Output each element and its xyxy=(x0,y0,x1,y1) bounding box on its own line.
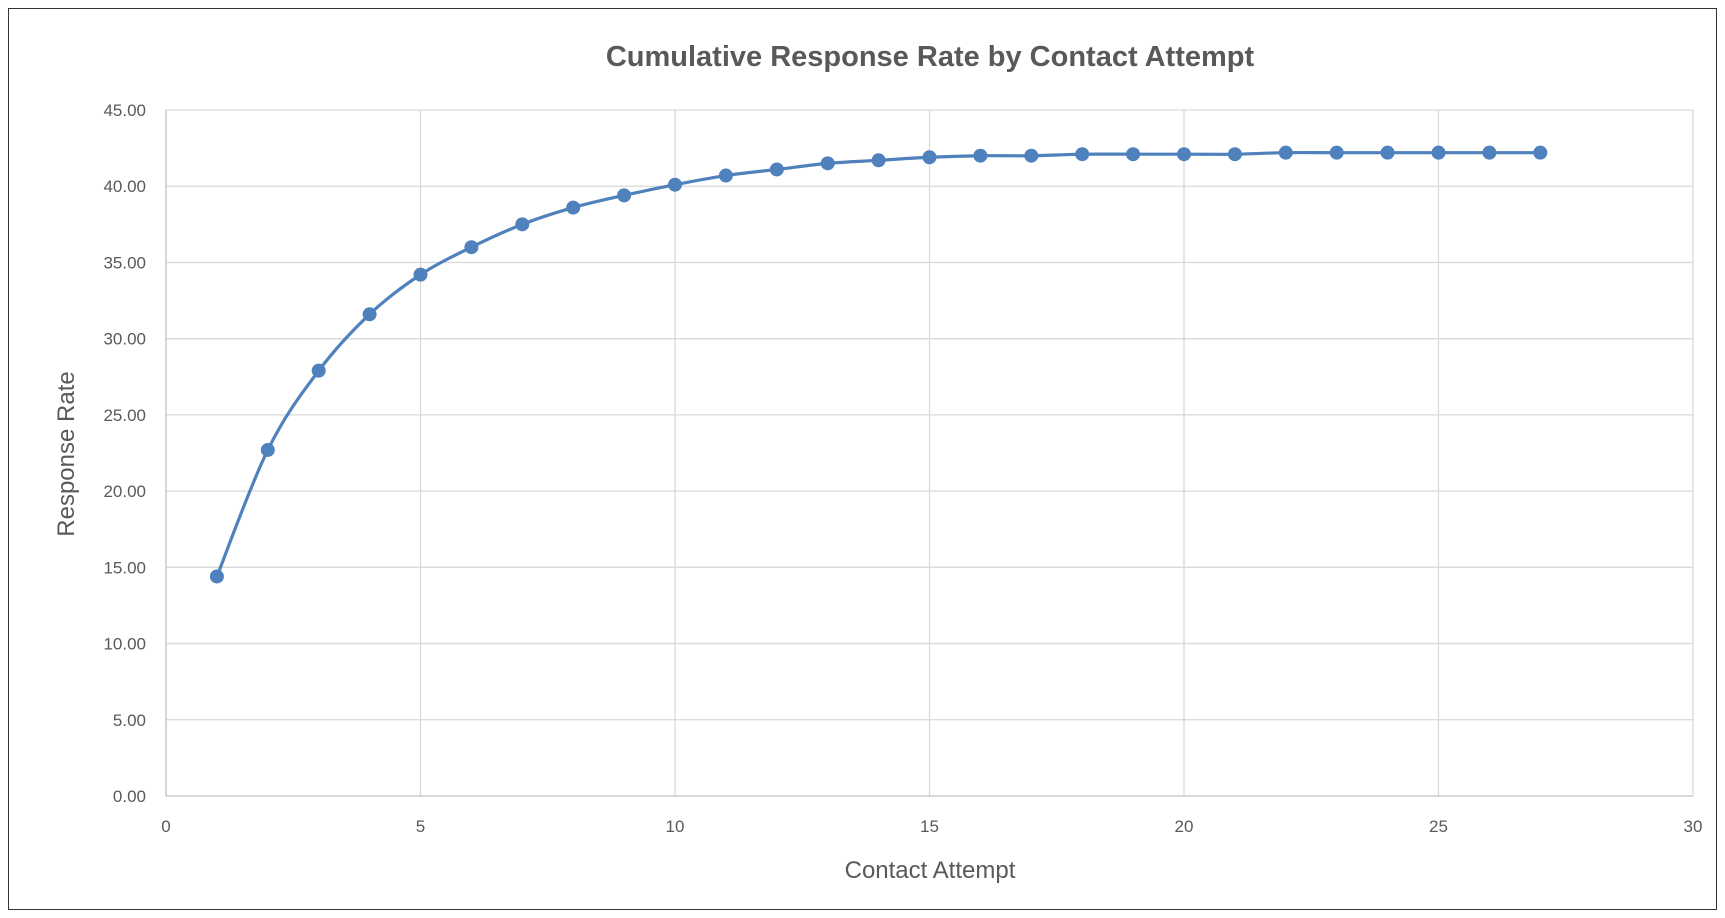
y-tick-label: 25.00 xyxy=(103,406,146,425)
x-tick-label: 20 xyxy=(1175,817,1194,836)
data-point xyxy=(1431,145,1446,160)
data-point xyxy=(1126,147,1141,162)
data-point xyxy=(973,148,988,163)
x-tick-label: 25 xyxy=(1429,817,1448,836)
data-point xyxy=(1177,147,1191,162)
data-point xyxy=(260,442,275,457)
x-tick-label: 15 xyxy=(920,817,939,836)
y-tick-label: 15.00 xyxy=(103,558,146,577)
x-tick-label: 0 xyxy=(161,817,170,836)
data-point xyxy=(1278,145,1293,160)
data-point xyxy=(718,168,733,183)
chart-frame xyxy=(8,8,1717,910)
y-tick-label: 20.00 xyxy=(103,482,146,501)
series-line xyxy=(215,150,1541,578)
y-axis-title: Response Rate xyxy=(53,371,80,536)
data-point xyxy=(769,162,784,177)
data-point xyxy=(464,240,479,255)
data-point xyxy=(871,153,886,168)
data-point xyxy=(209,569,224,584)
chart-title: Cumulative Response Rate by Contact Atte… xyxy=(606,41,1255,73)
data-point xyxy=(1227,147,1242,162)
y-tick-label: 5.00 xyxy=(113,711,146,730)
y-tick-label: 30.00 xyxy=(103,330,146,349)
y-tick-label: 35.00 xyxy=(103,253,146,272)
y-tick-label: 40.00 xyxy=(103,177,146,196)
data-point xyxy=(362,307,377,322)
data-point xyxy=(1380,145,1395,160)
data-point xyxy=(922,150,937,165)
x-tick-label: 30 xyxy=(1684,817,1703,836)
axes: 0.00 5.00 10.00 15.00 20.00 25.00 30.00 35.00 40… xyxy=(103,101,1702,836)
data-point xyxy=(1482,145,1497,160)
grid xyxy=(166,109,1694,796)
series-layer xyxy=(209,145,1548,584)
x-tick-label: 10 xyxy=(666,817,685,836)
data-point xyxy=(413,267,428,282)
data-point xyxy=(820,156,835,171)
data-point xyxy=(617,188,632,203)
data-point xyxy=(1329,145,1344,160)
data-point xyxy=(1024,148,1039,163)
x-axis-title: Contact Attempt xyxy=(845,857,1016,884)
data-point xyxy=(1533,145,1548,160)
y-tick-label: 10.00 xyxy=(103,635,146,654)
x-tick-label: 5 xyxy=(416,817,425,836)
y-tick-label: 45.00 xyxy=(103,101,146,120)
data-point xyxy=(1075,147,1090,162)
y-tick-label: 0.00 xyxy=(113,787,146,806)
data-point xyxy=(311,363,326,378)
data-point xyxy=(668,177,682,192)
data-point xyxy=(566,200,581,215)
data-point xyxy=(515,217,530,232)
